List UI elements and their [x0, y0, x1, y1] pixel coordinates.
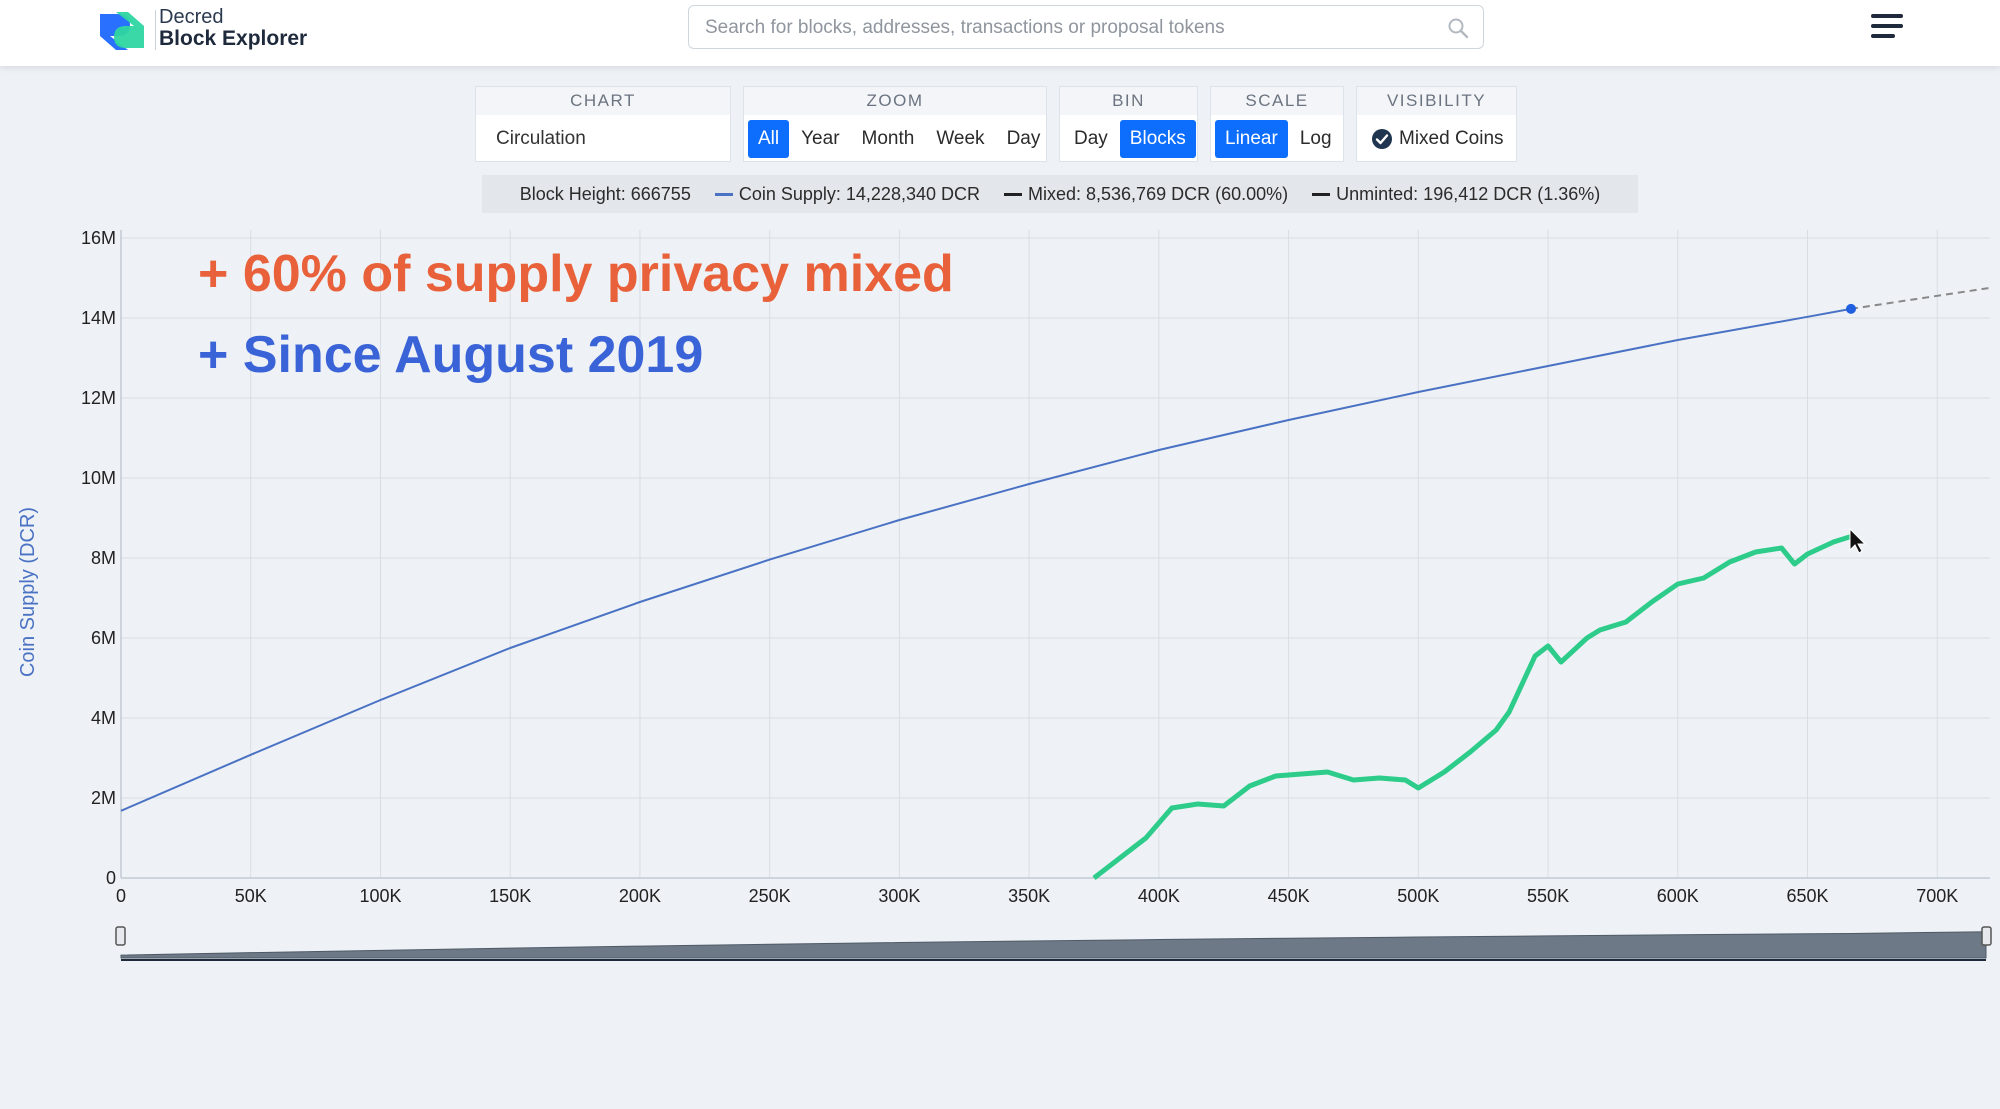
- x-tick-label: 450K: [1268, 886, 1310, 906]
- scale-log-button[interactable]: Log: [1299, 128, 1332, 149]
- search-box: [688, 5, 1484, 50]
- mixed-coins-label: Mixed Coins: [1399, 128, 1504, 149]
- legend-block-height: Block Height: 666755: [519, 183, 691, 204]
- brand-divider: [155, 10, 156, 50]
- x-tick-label: 600K: [1657, 886, 1699, 906]
- x-tick-label: 0: [116, 886, 126, 906]
- coin-supply-series-line: [120, 307, 1852, 812]
- y-tick-label: 6M: [91, 628, 116, 648]
- x-tick-label: 550K: [1527, 886, 1569, 906]
- legend-unminted: Unminted: 196,412 DCR (1.36%): [1312, 184, 1600, 205]
- y-tick-label: 2M: [91, 788, 116, 808]
- bin-panel: BIN Day Blocks: [1059, 86, 1198, 162]
- checkmark-circle-icon[interactable]: [1371, 128, 1393, 150]
- x-tick-label: 100K: [359, 886, 401, 906]
- search-icon[interactable]: [1447, 17, 1469, 39]
- y-axis-label: Coin Supply (DCR): [17, 507, 39, 677]
- y-tick-label: 8M: [91, 548, 116, 568]
- chart-select[interactable]: Circulation: [480, 119, 726, 159]
- range-handle-right[interactable]: [1981, 926, 1992, 946]
- legend-mixed: Mixed: 8,536,769 DCR (60.00%): [1004, 184, 1288, 205]
- y-tick-label: 16M: [81, 228, 116, 248]
- scale-panel-label: SCALE: [1211, 87, 1343, 115]
- y-tick-label: 0: [106, 868, 116, 888]
- x-tick-label: 350K: [1008, 886, 1050, 906]
- x-tick-label: 150K: [489, 886, 531, 906]
- range-handle-left[interactable]: [115, 926, 126, 946]
- current-point-marker[interactable]: [1846, 303, 1856, 314]
- zoom-panel: ZOOM All Year Month Week Day: [743, 86, 1047, 162]
- mouse-cursor-icon: [1849, 527, 1867, 554]
- range-selector-preview: [120, 931, 1987, 959]
- y-tick-label: 14M: [81, 308, 116, 328]
- range-selector[interactable]: [115, 926, 1992, 961]
- chart-selector-panel: CHART Circulation: [475, 86, 731, 162]
- brand-bottom-text: Block Explorer: [159, 27, 308, 50]
- bin-blocks-button[interactable]: Blocks: [1119, 120, 1196, 158]
- visibility-panel-label: VISIBILITY: [1357, 87, 1516, 115]
- mixed-series-line: [1092, 534, 1852, 880]
- brand-top-text: Decred: [159, 6, 224, 28]
- unminted-series-line: [1850, 287, 1990, 310]
- chart-select-value[interactable]: Circulation: [496, 128, 586, 149]
- x-tick-label: 650K: [1787, 886, 1829, 906]
- scale-panel: SCALE Linear Log: [1210, 86, 1344, 162]
- chart-panel-label: CHART: [476, 87, 730, 115]
- hamburger-menu-icon[interactable]: [1871, 14, 1903, 40]
- scale-linear-button[interactable]: Linear: [1215, 120, 1288, 158]
- zoom-year-button[interactable]: Year: [801, 128, 840, 149]
- x-tick-label: 250K: [749, 886, 791, 906]
- x-tick-label: 400K: [1138, 886, 1180, 906]
- decred-logo-icon[interactable]: [96, 6, 148, 56]
- zoom-all-button[interactable]: All: [748, 120, 790, 158]
- visibility-panel: VISIBILITY Mixed Coins: [1356, 86, 1517, 162]
- chart-legend: Block Height: 666755 Coin Supply: 14,228…: [482, 175, 1638, 213]
- x-tick-label: 500K: [1397, 886, 1439, 906]
- chart-series: [120, 287, 1990, 880]
- circulation-chart[interactable]: 0 50K 100K 150K 200K 250K 300K 350K 400K 450K 500K…: [0, 215, 2000, 975]
- x-tick-label: 50K: [235, 886, 267, 906]
- brand-name[interactable]: Decred Block Explorer: [159, 6, 308, 50]
- zoom-panel-label: ZOOM: [744, 87, 1046, 115]
- mixed-coins-toggle[interactable]: Mixed Coins: [1361, 119, 1512, 159]
- y-tick-label: 4M: [91, 708, 116, 728]
- top-header: Decred Block Explorer: [0, 0, 2000, 66]
- x-tick-label: 700K: [1916, 886, 1958, 906]
- y-tick-label: 10M: [81, 468, 116, 488]
- y-tick-label: 12M: [81, 388, 116, 408]
- zoom-month-button[interactable]: Month: [861, 128, 915, 149]
- chart-axes: [120, 230, 1990, 879]
- search-input[interactable]: [703, 6, 1437, 50]
- x-tick-label: 200K: [619, 886, 661, 906]
- annotation-mixed-share: + 60% of supply privacy mixed: [198, 245, 954, 303]
- chart-tick-labels: 0 50K 100K 150K 200K 250K 300K 350K 400K 450K 500K…: [81, 228, 1958, 906]
- bin-day-button[interactable]: Day: [1074, 128, 1108, 149]
- zoom-day-button[interactable]: Day: [1006, 128, 1041, 149]
- bin-panel-label: BIN: [1060, 87, 1197, 115]
- x-tick-label: 300K: [878, 886, 920, 906]
- legend-coin-supply: Coin Supply: 14,228,340 DCR: [714, 184, 980, 205]
- annotation-since-date: + Since August 2019: [198, 326, 703, 384]
- zoom-week-button[interactable]: Week: [936, 128, 985, 149]
